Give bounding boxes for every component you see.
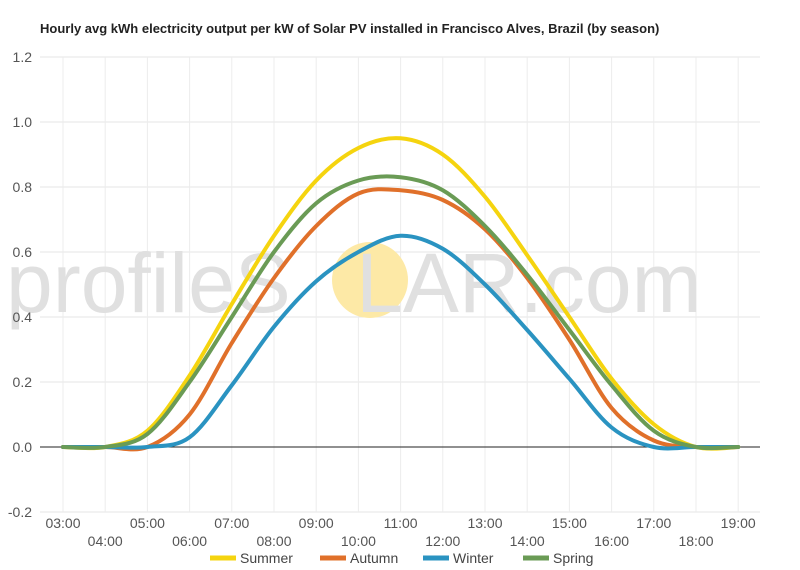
x-axis: 03:00 04:00 05:00 06:00 07:00 08:00 09:00 10:00… (45, 515, 755, 549)
y-axis: 1.2 1.0 0.8 0.6 0.4 0.2 0.0 -0.2 (8, 49, 32, 520)
x-tick-label: 03:00 (45, 515, 80, 531)
x-tick-label: 08:00 (256, 533, 291, 549)
legend-item-summer: Summer (210, 550, 293, 566)
x-tick-label: 14:00 (510, 533, 545, 549)
x-tick-label: 10:00 (341, 533, 376, 549)
x-tick-label: 18:00 (678, 533, 713, 549)
y-tick-label: 1.2 (13, 49, 33, 65)
x-tick-label: 07:00 (214, 515, 249, 531)
legend-label: Spring (553, 550, 593, 566)
watermark-sun-icon (332, 242, 408, 318)
legend-item-winter: Winter (423, 550, 494, 566)
legend: Summer Autumn Winter Spring (210, 550, 593, 566)
x-tick-label: 15:00 (552, 515, 587, 531)
x-tick-label: 04:00 (88, 533, 123, 549)
legend-label: Winter (453, 550, 494, 566)
x-tick-label: 06:00 (172, 533, 207, 549)
series-line-autumn (61, 187, 741, 452)
y-tick-label: 0.6 (13, 244, 33, 260)
watermark-text: profileSOLAR.com (6, 236, 702, 330)
grid-lines (40, 56, 760, 513)
x-tick-label: 11:00 (384, 515, 418, 531)
chart-title: Hourly avg kWh electricity output per kW… (40, 21, 659, 36)
y-tick-label: 0.0 (13, 439, 33, 455)
series-line-winter (61, 233, 741, 451)
series-lines (61, 136, 741, 452)
y-tick-label: -0.2 (8, 504, 32, 520)
x-tick-label: 17:00 (636, 515, 671, 531)
y-tick-label: 0.2 (13, 374, 33, 390)
y-tick-label: 0.4 (13, 309, 33, 325)
x-tick-label: 19:00 (721, 515, 756, 531)
series-line-spring (61, 174, 741, 451)
y-tick-label: 1.0 (13, 114, 33, 130)
series-line-summer (61, 136, 741, 451)
legend-item-autumn: Autumn (320, 550, 398, 566)
x-tick-label: 09:00 (299, 515, 334, 531)
legend-label: Summer (240, 550, 293, 566)
x-tick-label: 13:00 (467, 515, 502, 531)
legend-label: Autumn (350, 550, 398, 566)
y-tick-label: 0.8 (13, 179, 33, 195)
legend-item-spring: Spring (523, 550, 593, 566)
watermark: profileSOLAR.com (6, 236, 702, 330)
x-tick-label: 16:00 (594, 533, 629, 549)
x-tick-label: 12:00 (425, 533, 460, 549)
x-tick-label: 05:00 (130, 515, 165, 531)
